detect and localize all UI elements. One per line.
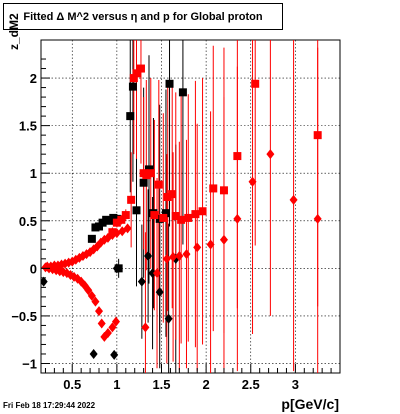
y-axis-title: z_dM2: [7, 13, 21, 50]
data-point-square: [117, 215, 126, 224]
footer-timestamp: Fri Feb 18 17:29:44 2022: [3, 401, 96, 410]
data-point-diamond: [313, 213, 322, 224]
data-point-diamond: [95, 306, 104, 317]
data-point-diamond: [103, 328, 112, 339]
data-point-diamond: [41, 276, 48, 287]
data-point-square: [132, 69, 141, 78]
data-point-diamond: [137, 276, 146, 287]
data-point-diamond: [233, 213, 242, 224]
data-point-diamond: [89, 348, 98, 359]
data-point-diamond: [206, 239, 215, 250]
data-point-diamond: [219, 234, 228, 245]
data-point-square: [146, 169, 155, 178]
data-point-square: [313, 131, 322, 140]
data-point-square: [121, 211, 130, 220]
data-point-diamond: [84, 285, 93, 296]
data-point-diamond: [164, 313, 173, 324]
data-point-square: [126, 112, 135, 121]
data-point-square: [129, 74, 138, 83]
data-point-square: [139, 178, 148, 187]
data-point-diamond: [266, 149, 275, 160]
data-point-diamond: [182, 249, 191, 260]
axes: 0.5 1 1.5 2 2.5 3 −1 −0.5 0 0.5 1 1.5 2: [11, 58, 332, 392]
y-tick-label: 1.5: [19, 119, 37, 134]
error-bars: [43, 40, 319, 373]
data-point-square: [154, 180, 163, 189]
x-axis-title: p[GeV/c]: [281, 396, 339, 412]
data-point-square: [142, 171, 151, 180]
data-point-diamond: [193, 242, 202, 253]
data-point-square: [136, 64, 145, 73]
data-point-square: [251, 79, 260, 88]
data-point-square: [219, 186, 228, 195]
data-point-diamond: [144, 250, 153, 261]
data-point-diamond: [248, 176, 257, 187]
data-point-square: [159, 213, 168, 222]
data-point-square: [177, 215, 186, 224]
data-point-square: [112, 218, 121, 227]
data-point-diamond: [153, 268, 162, 279]
data-point-square: [191, 210, 200, 219]
data-point-square: [150, 211, 159, 220]
y-tick-label: 1: [30, 166, 37, 181]
x-tick-label: 0.5: [63, 377, 81, 392]
data-point-square: [168, 190, 177, 199]
y-axis-label: z_dM2: [7, 13, 21, 50]
data-point-square: [178, 88, 187, 97]
data-point-square: [161, 209, 170, 218]
markers: [41, 64, 322, 360]
y-tick-label: −0.5: [11, 309, 37, 324]
plot-frame: [40, 39, 341, 374]
data-point-square: [171, 212, 180, 221]
x-tick-label: 2: [203, 377, 210, 392]
x-tick-label: 1: [113, 377, 120, 392]
x-tick-label: 2.5: [242, 377, 260, 392]
data-point-diamond: [155, 287, 164, 298]
data-point-diamond: [91, 296, 100, 307]
data-point-diamond: [112, 263, 121, 274]
data-point-diamond: [108, 322, 117, 333]
data-point-square: [209, 184, 218, 193]
y-tick-label: 2: [30, 71, 37, 86]
y-tick-label: −1: [22, 356, 37, 371]
data-point-diamond: [148, 268, 157, 279]
chart-title: Fitted Δ M^2 versus η and p for Global p…: [3, 3, 283, 30]
data-point-square: [233, 152, 242, 161]
x-tick-label: 1.5: [152, 377, 170, 392]
data-point-diamond: [169, 251, 178, 262]
data-point-square: [184, 213, 193, 222]
data-point-square: [198, 207, 207, 216]
x-tick-label: 3: [292, 377, 299, 392]
data-point-square: [163, 192, 172, 201]
data-point-square: [127, 195, 136, 204]
grid-lines: [41, 40, 340, 373]
data-point-square: [87, 234, 96, 243]
y-tick-label: 0.5: [19, 214, 37, 229]
y-tick-label: 0: [30, 261, 37, 276]
data-point-diamond: [111, 316, 120, 327]
data-point-diamond: [87, 290, 96, 301]
data-point-square: [128, 82, 137, 91]
data-point-diamond: [97, 318, 106, 329]
data-point-diamond: [289, 194, 298, 205]
data-point-diamond: [162, 253, 171, 264]
data-point-diamond: [110, 349, 119, 360]
data-point-diamond: [141, 322, 150, 333]
data-point-diamond: [123, 223, 132, 234]
data-point-square: [132, 206, 141, 215]
data-point-square: [165, 79, 174, 88]
data-point-diamond: [175, 250, 184, 261]
